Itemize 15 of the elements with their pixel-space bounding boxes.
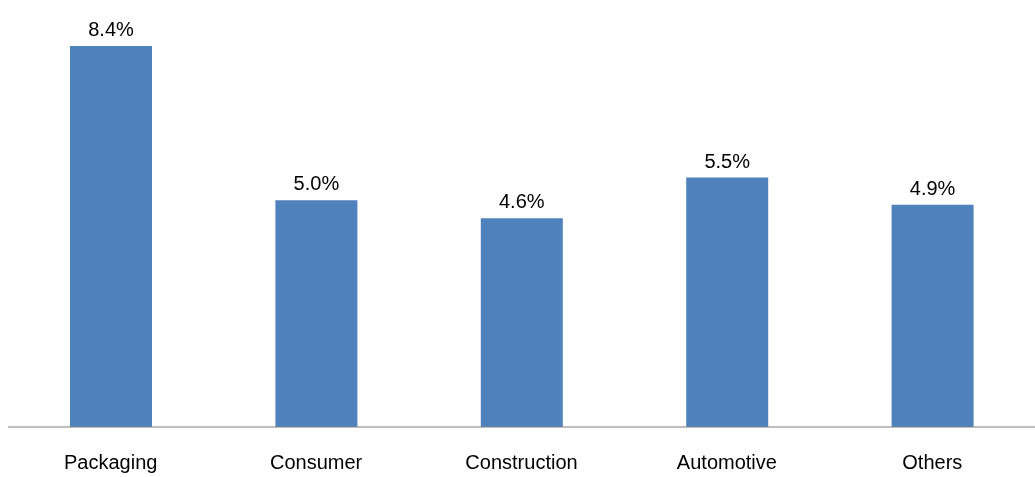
x-tick-label: Packaging — [64, 451, 158, 474]
bar — [70, 46, 152, 427]
x-tick-label: Consumer — [269, 451, 363, 474]
bar — [480, 218, 563, 427]
data-label: 5.5% — [704, 149, 751, 172]
data-label: 5.0% — [293, 172, 340, 195]
x-tick-label: Others — [902, 451, 963, 474]
bar — [686, 177, 769, 427]
x-tick-label: Automotive — [676, 451, 777, 474]
bar — [891, 204, 974, 427]
bar — [275, 200, 358, 427]
x-tick-label: Construction — [465, 451, 578, 474]
data-label: 4.6% — [499, 190, 545, 213]
data-label: 8.4% — [88, 18, 135, 40]
data-label: 4.9% — [909, 176, 956, 199]
